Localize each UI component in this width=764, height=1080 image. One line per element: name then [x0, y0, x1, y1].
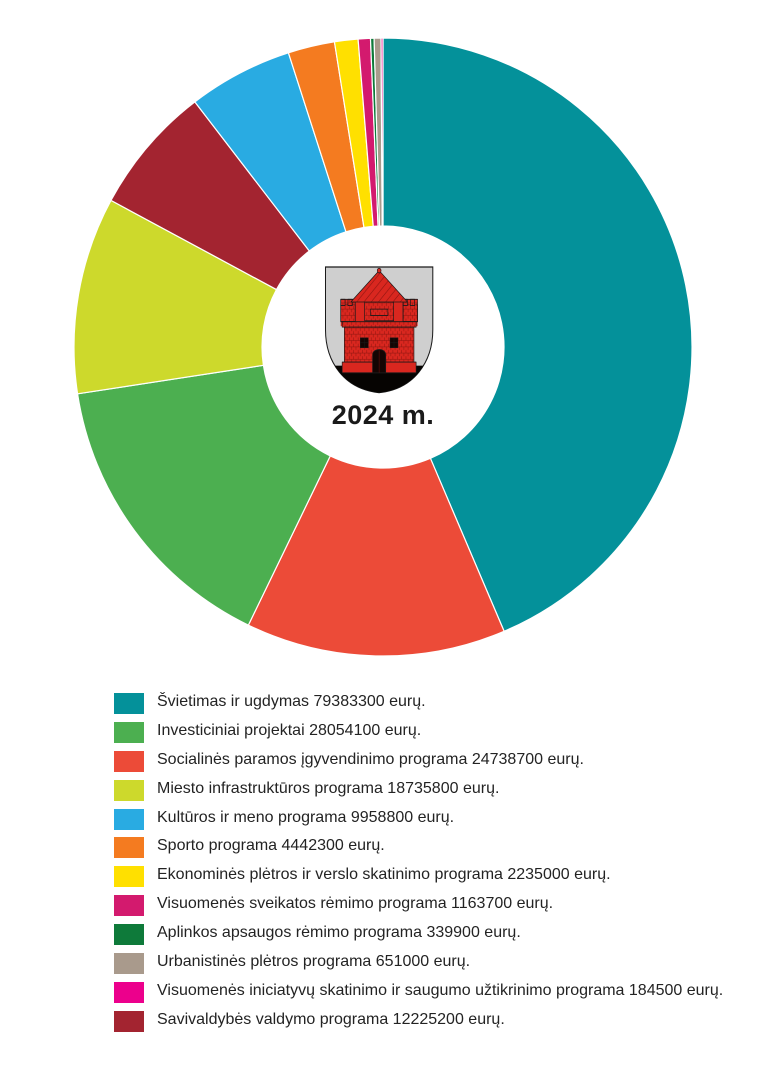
svg-text:2024 m.: 2024 m. — [332, 400, 435, 430]
